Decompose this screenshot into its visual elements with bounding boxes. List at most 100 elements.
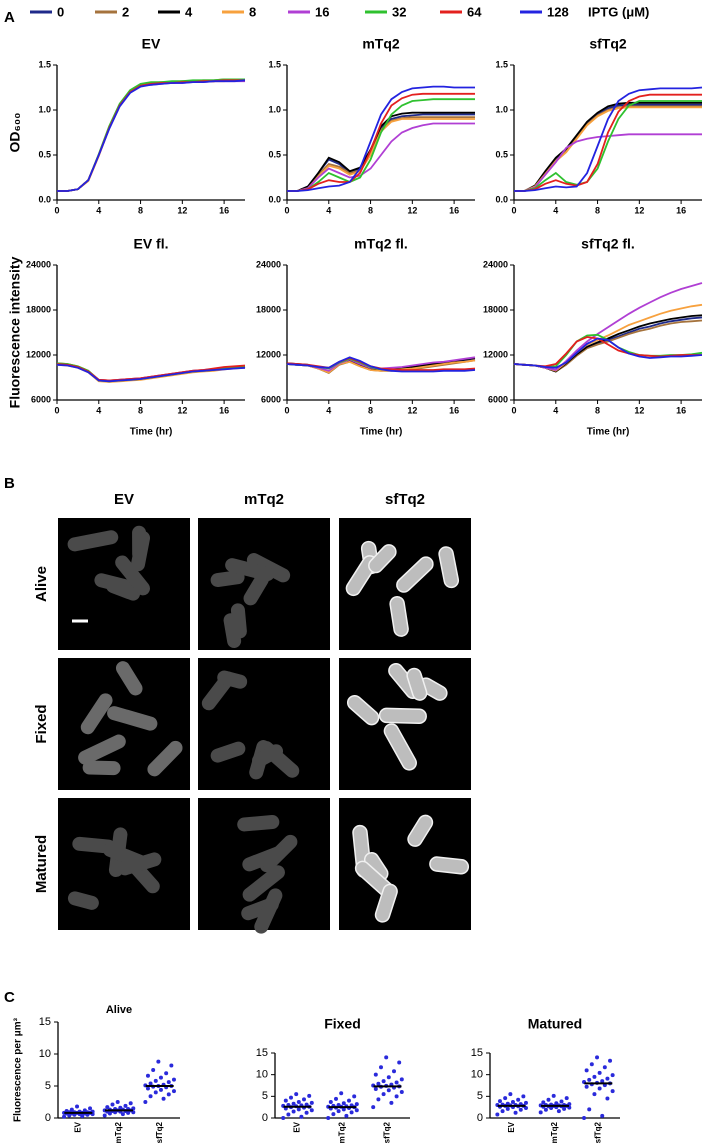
cell [117, 852, 162, 876]
dot [328, 1099, 333, 1104]
line-series [56, 363, 246, 383]
dot [587, 1107, 592, 1112]
dot [143, 1100, 148, 1104]
chart-title: Alive [106, 1004, 132, 1016]
cell [429, 856, 470, 875]
panel-label: A [4, 9, 15, 26]
x-tick-label: 8 [138, 205, 143, 215]
line-series [513, 337, 703, 369]
dot [379, 1065, 383, 1070]
y-tick-label: 5 [262, 1090, 268, 1102]
dot [281, 1116, 286, 1120]
y-axis-label: OD₆₀₀ [7, 113, 23, 153]
chart-title: mTq2 fl. [354, 236, 408, 252]
line-series [514, 101, 702, 192]
dot [587, 1077, 592, 1082]
micrograph [198, 518, 330, 650]
y-tick-label: 1.5 [38, 59, 51, 69]
dot [513, 1110, 518, 1115]
x-tick-label: 8 [368, 405, 373, 415]
dot [302, 1097, 306, 1102]
y-tick-label: 0.5 [495, 149, 508, 159]
dot [291, 1109, 296, 1114]
micrograph [58, 798, 190, 930]
legend-label: 32 [392, 4, 406, 19]
dot [344, 1113, 349, 1118]
panel-label: C [4, 989, 15, 1006]
dot [589, 1062, 594, 1067]
x-tick-label: 16 [449, 205, 459, 215]
dot [559, 1099, 564, 1104]
cell [67, 530, 119, 552]
x-tick-label: 4 [96, 205, 101, 215]
dot [505, 1106, 510, 1111]
dot [128, 1101, 133, 1106]
y-tick-label: 10 [471, 1069, 483, 1081]
dot [169, 1063, 174, 1068]
dot [610, 1089, 615, 1094]
cell [210, 570, 245, 588]
column-label: mTq2 [244, 491, 284, 508]
line-series [57, 78, 245, 192]
legend-title: IPTG (μM) [588, 4, 649, 19]
dot [386, 1088, 391, 1093]
dot [289, 1095, 293, 1100]
line-series [57, 79, 246, 192]
legend-label: 8 [249, 4, 256, 19]
dot [354, 1102, 359, 1107]
dot [339, 1091, 344, 1096]
dot [600, 1113, 605, 1118]
y-tick-label: 0.0 [38, 194, 51, 204]
line-series [287, 116, 475, 192]
dot [148, 1081, 153, 1086]
cell [78, 734, 126, 765]
line-series [287, 111, 475, 192]
dot [334, 1096, 338, 1101]
dot [605, 1096, 610, 1101]
dot [164, 1071, 169, 1076]
dot [158, 1087, 163, 1092]
y-tick-label: 0.5 [38, 149, 51, 159]
dot [151, 1068, 156, 1072]
y-tick-label: 1.5 [495, 59, 508, 69]
dot [399, 1090, 404, 1094]
dot [145, 1073, 150, 1078]
dot [592, 1074, 597, 1079]
dot [286, 1112, 291, 1117]
dot [62, 1114, 67, 1119]
dot [508, 1092, 513, 1097]
dot [158, 1075, 163, 1080]
dot [102, 1113, 107, 1118]
line-series [287, 122, 475, 192]
x-tick-label: 0 [54, 205, 59, 215]
x-tick-label: 12 [407, 405, 417, 415]
x-axis-label: Time (hr) [130, 427, 173, 438]
dot [88, 1106, 93, 1111]
cell [383, 723, 417, 771]
dot [605, 1076, 610, 1081]
dot [153, 1078, 158, 1083]
dot [82, 1108, 87, 1113]
y-tick-label: 24000 [26, 259, 51, 269]
dot [584, 1084, 589, 1089]
x-tick-label: 16 [219, 405, 229, 415]
dot [145, 1086, 150, 1091]
x-tick-label: 16 [676, 205, 686, 215]
dot [336, 1109, 341, 1114]
y-tick-label: 18000 [256, 304, 281, 314]
y-tick-label: 6000 [488, 394, 508, 404]
cell [115, 661, 143, 696]
y-tick-label: 24000 [256, 259, 281, 269]
y-tick-label: 1.5 [268, 59, 281, 69]
dot [600, 1079, 605, 1084]
y-tick-label: 12000 [26, 349, 51, 359]
dot [394, 1080, 399, 1085]
line-series [286, 356, 476, 373]
x-tick-label: 8 [368, 205, 373, 215]
y-tick-label: 0 [45, 1112, 51, 1124]
dot [171, 1089, 176, 1094]
dot [153, 1090, 158, 1095]
y-tick-label: 15 [256, 1047, 268, 1059]
chart-title: sfTq2 fl. [581, 236, 635, 252]
dot [326, 1116, 331, 1120]
